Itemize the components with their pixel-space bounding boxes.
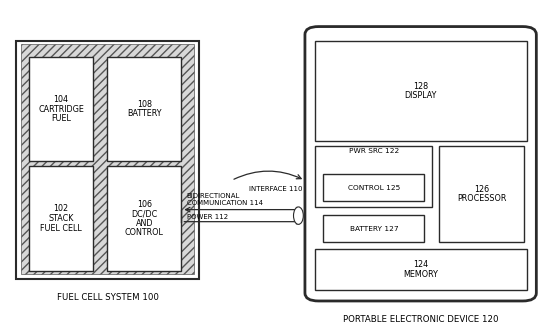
Bar (29, 166, 93, 271)
Text: POWER 112: POWER 112 (187, 214, 228, 220)
Text: 106: 106 (137, 200, 152, 209)
Text: FUEL CELL: FUEL CELL (40, 223, 82, 233)
Text: 102: 102 (53, 204, 69, 214)
Text: STACK: STACK (48, 214, 74, 223)
Text: CONTROL 125: CONTROL 125 (348, 185, 400, 191)
Text: PORTABLE ELECTRONIC DEVICE 120: PORTABLE ELECTRONIC DEVICE 120 (343, 315, 498, 324)
Bar (323, 174, 424, 201)
Text: INTERFACE 110: INTERFACE 110 (249, 186, 302, 192)
Bar (439, 146, 524, 242)
Text: BATTERY: BATTERY (127, 109, 162, 118)
Bar (29, 57, 93, 161)
Bar (315, 41, 526, 141)
Bar (107, 166, 182, 271)
Text: 104: 104 (53, 95, 69, 104)
Text: 128: 128 (414, 82, 428, 91)
Text: PWR SRC 122: PWR SRC 122 (349, 148, 399, 154)
Bar (107, 57, 182, 161)
Text: CARTRIDGE: CARTRIDGE (38, 105, 84, 113)
Text: 108: 108 (137, 100, 152, 109)
Bar (16, 41, 199, 279)
Text: FUEL CELL SYSTEM 100: FUEL CELL SYSTEM 100 (57, 293, 158, 302)
Text: 124: 124 (414, 260, 428, 269)
Text: 126: 126 (474, 185, 489, 194)
Text: AND: AND (136, 219, 153, 228)
Text: FUEL: FUEL (51, 114, 71, 123)
Text: CONTROL: CONTROL (125, 228, 164, 237)
Bar (315, 146, 432, 207)
Bar (315, 249, 526, 290)
FancyBboxPatch shape (305, 27, 536, 301)
Text: DC/DC: DC/DC (131, 209, 157, 218)
Ellipse shape (294, 207, 303, 224)
Bar (323, 215, 424, 242)
Text: DISPLAY: DISPLAY (405, 91, 437, 100)
Text: BIDIRECTIONAL
COMMUNICATION 114: BIDIRECTIONAL COMMUNICATION 114 (187, 193, 263, 206)
Text: BATTERY 127: BATTERY 127 (349, 226, 398, 232)
Text: PROCESSOR: PROCESSOR (457, 194, 507, 203)
Bar (21, 44, 194, 274)
Text: MEMORY: MEMORY (404, 270, 438, 278)
